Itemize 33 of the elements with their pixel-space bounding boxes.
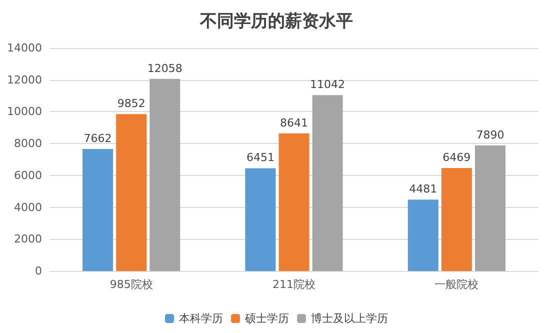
bar xyxy=(408,200,438,271)
x-tick-label: 211院校 xyxy=(272,278,316,291)
data-label: 7890 xyxy=(476,128,504,142)
legend-label: 本科学历 xyxy=(179,312,223,325)
data-label: 6469 xyxy=(442,150,471,164)
chart-title: 不同学历的薪资水平 xyxy=(199,12,353,32)
data-label: 12058 xyxy=(147,62,182,75)
x-tick-label: 一般院校 xyxy=(434,278,479,291)
bar xyxy=(150,78,180,271)
data-label: 7662 xyxy=(84,132,112,145)
bar xyxy=(82,148,114,271)
bar xyxy=(245,168,276,271)
data-label: 9852 xyxy=(117,97,146,110)
y-tick-label: 10000 xyxy=(7,105,42,118)
y-tick-label: 8000 xyxy=(14,137,42,150)
y-tick-label: 14000 xyxy=(7,42,42,54)
x-tick-label: 985院校 xyxy=(110,278,153,291)
y-tick-label: 6000 xyxy=(14,168,42,182)
legend-label: 博士及以上学历 xyxy=(311,312,388,325)
bar xyxy=(474,145,506,271)
legend-label: 硕士学历 xyxy=(244,312,289,325)
data-label: 11042 xyxy=(310,78,346,92)
bar xyxy=(312,95,343,271)
bar xyxy=(116,114,147,271)
bar xyxy=(278,133,310,271)
data-label: 4481 xyxy=(409,182,438,196)
y-tick-label: 4000 xyxy=(14,200,42,214)
bar xyxy=(441,168,472,271)
data-label: 6451 xyxy=(246,151,274,164)
y-tick-label: 2000 xyxy=(14,232,42,246)
data-label: 8641 xyxy=(280,116,308,130)
y-tick-label: 0 xyxy=(35,264,42,278)
y-tick-label: 12000 xyxy=(7,73,42,86)
